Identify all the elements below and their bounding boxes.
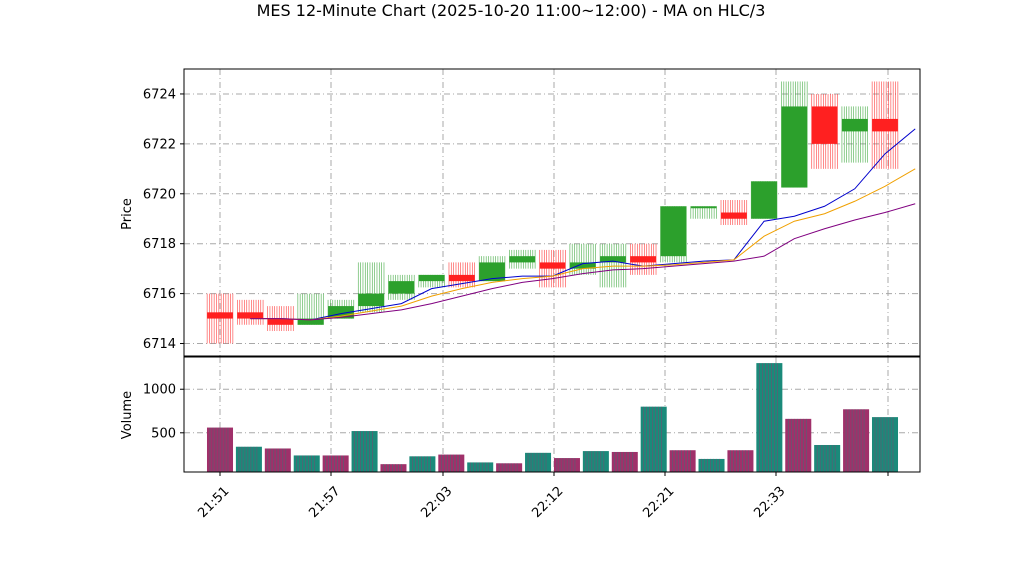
x-tick-label: 22:12 xyxy=(529,484,566,521)
volume-bar xyxy=(322,455,349,472)
volume-bar xyxy=(293,455,320,472)
candle-body xyxy=(660,206,687,257)
x-tick-label: 22:33 xyxy=(751,484,788,521)
moving-average-line xyxy=(250,128,916,321)
candle-body xyxy=(841,118,868,132)
volume-bar xyxy=(496,463,523,472)
candle-body xyxy=(207,312,233,319)
volume-bar xyxy=(640,406,667,472)
candle-body xyxy=(600,256,626,263)
volume-bar xyxy=(611,451,638,472)
volume-bar xyxy=(351,431,378,472)
moving-average-line xyxy=(250,203,916,321)
candle-body xyxy=(297,318,324,325)
volume-bar xyxy=(380,464,407,472)
volume-bar xyxy=(206,427,234,472)
x-axis: 21:51 21:57 22:03 22:12 22:21 22:33 xyxy=(195,472,889,521)
volume-bar xyxy=(727,450,754,472)
volume-panel: 500 1000 xyxy=(143,356,921,473)
volume-bar xyxy=(785,418,812,472)
candle-body xyxy=(721,212,747,219)
volume-bar xyxy=(669,450,696,472)
volume-bar xyxy=(409,456,436,472)
volume-bar xyxy=(438,454,465,472)
volume-bar xyxy=(235,446,262,472)
candle-body xyxy=(509,256,536,263)
candle-body xyxy=(358,293,384,307)
price-plot-frame xyxy=(183,68,921,357)
candle-body xyxy=(388,281,415,294)
candle-body xyxy=(418,274,445,282)
price-tick-label: 6716 xyxy=(143,287,176,302)
price-panel: 6714 6716 6718 6720 6722 6724 xyxy=(143,68,921,357)
volume-bar xyxy=(582,451,609,472)
price-tick-label: 6724 xyxy=(143,87,176,102)
candle-body xyxy=(267,318,294,325)
price-tick-label: 6714 xyxy=(143,337,176,352)
moving-average-line xyxy=(250,168,916,321)
x-tick-label: 21:51 xyxy=(195,484,232,521)
candle-body xyxy=(479,262,505,282)
chart-title: MES 12-Minute Chart (2025-10-20 11:00~12… xyxy=(256,1,766,20)
volume-bar xyxy=(843,409,870,472)
price-tick-label: 6718 xyxy=(143,237,176,252)
volume-tick-label: 1000 xyxy=(143,383,176,398)
volume-bar xyxy=(467,462,494,472)
candle-body xyxy=(872,118,898,132)
x-tick-label: 22:21 xyxy=(640,484,677,521)
price-tick-label: 6720 xyxy=(143,187,176,202)
volume-bar xyxy=(525,452,552,472)
candle-body xyxy=(751,181,777,219)
candle-body xyxy=(630,256,657,263)
x-tick-label: 21:57 xyxy=(306,484,343,521)
volume-bar xyxy=(264,448,291,472)
candle-body xyxy=(690,206,717,209)
candle-body xyxy=(811,106,838,144)
volume-plot-frame xyxy=(183,356,921,473)
candle-body xyxy=(448,274,475,282)
volume-bar xyxy=(553,458,580,472)
x-tick-label: 22:03 xyxy=(418,484,455,521)
volume-axis-label: Volume xyxy=(120,391,135,439)
candle-body xyxy=(781,106,808,188)
candle-body xyxy=(569,262,596,269)
volume-bar xyxy=(814,444,841,472)
price-tick-label: 6722 xyxy=(143,137,176,152)
volume-bar xyxy=(756,363,783,472)
volume-bar xyxy=(871,417,899,472)
candle-body xyxy=(237,312,264,319)
volume-tick-label: 500 xyxy=(151,426,176,441)
candle-body xyxy=(539,262,566,269)
volume-bar xyxy=(698,458,725,472)
price-axis-label: Price xyxy=(120,198,135,230)
